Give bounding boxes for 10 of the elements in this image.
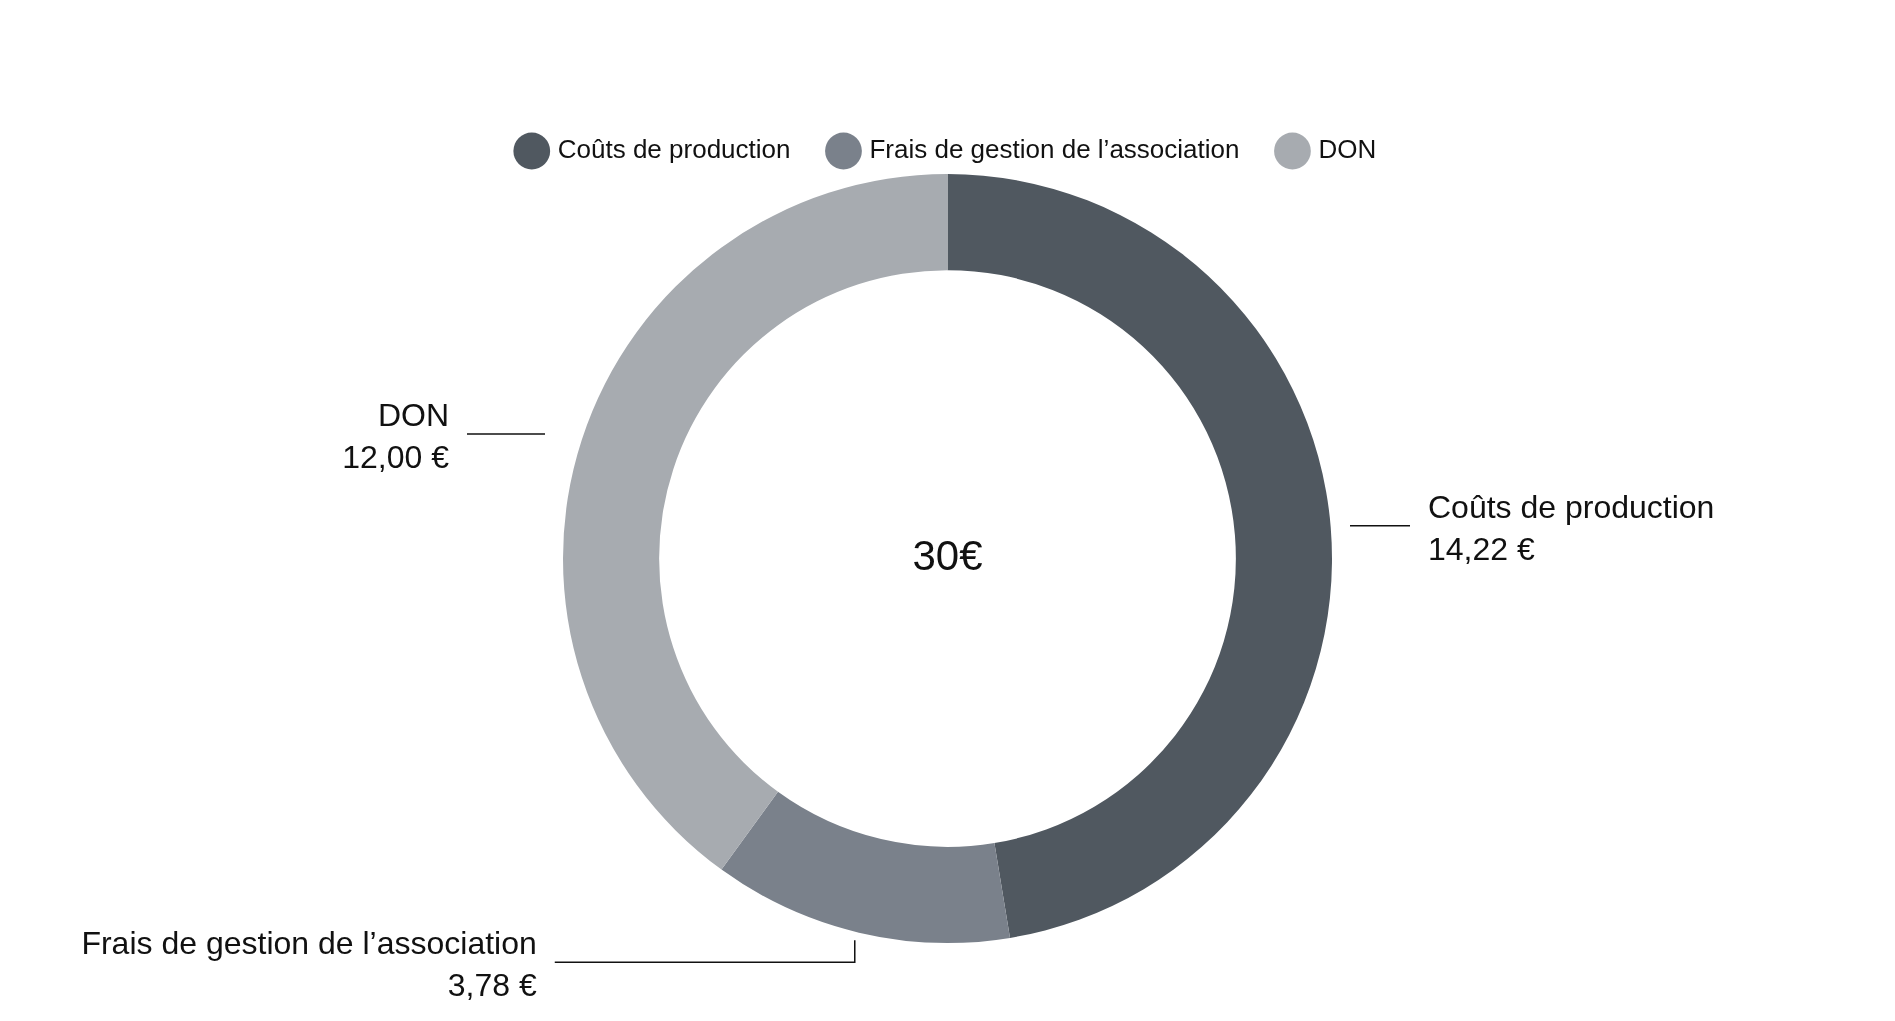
legend-label: Coûts de production [557,134,791,165]
slice-label: Frais de gestion de l’association [81,925,537,962]
data-label: 14,22 € [1428,530,1535,567]
text: 30€ [912,532,983,580]
data-label: 12,00 € [342,439,450,476]
legend-label: Frais de gestion de l’association [869,134,1240,165]
data-label: 3,78 € [447,967,537,1004]
legend-label: DON [1318,134,1377,165]
slice-label: Coûts de production [1428,488,1715,525]
slice-label: DON [377,397,449,434]
